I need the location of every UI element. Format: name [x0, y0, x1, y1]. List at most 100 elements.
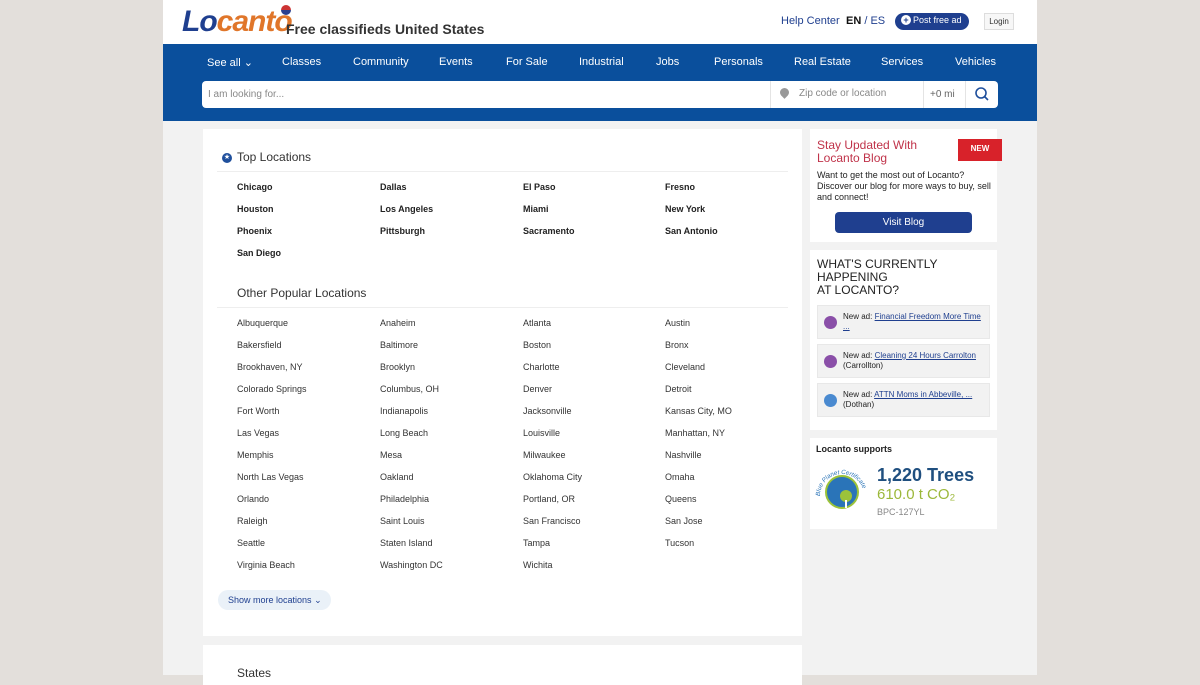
location-link[interactable]: Queens [665, 494, 697, 504]
location-link[interactable]: Bronx [665, 340, 689, 350]
location-link[interactable]: North Las Vegas [237, 472, 304, 482]
location-link[interactable]: Oklahoma City [523, 472, 583, 482]
location-link[interactable]: Charlotte [523, 362, 560, 372]
location-link[interactable]: Pittsburgh [380, 226, 425, 236]
activity-text: New ad: Financial Freedom More Time ... [843, 312, 981, 331]
search-button[interactable] [965, 81, 998, 108]
visit-blog-button[interactable]: Visit Blog [835, 212, 972, 233]
lang-es[interactable]: ES [870, 15, 886, 27]
activity-item: New ad: Cleaning 24 Hours Carrolton (Carr… [817, 344, 990, 378]
location-link[interactable]: Portland, OR [523, 494, 576, 504]
ad-link[interactable]: Financial Freedom More Time ... [843, 312, 981, 331]
nav-classes[interactable]: Classes [282, 56, 322, 68]
nav-jobs[interactable]: Jobs [656, 56, 680, 68]
location-link[interactable]: Memphis [237, 450, 274, 460]
nav-see-all[interactable]: See all ⌄ [207, 57, 253, 69]
location-link[interactable]: Miami [523, 204, 549, 214]
post-free-ad-button[interactable]: + Post free ad [895, 13, 969, 30]
location-link[interactable]: Colorado Springs [237, 384, 307, 394]
location-link[interactable]: Fort Worth [237, 406, 280, 416]
nav-real-estate[interactable]: Real Estate [794, 56, 851, 68]
blue-planet-certificate-logo: Blue Planet Certificate [815, 469, 868, 509]
location-link[interactable]: San Jose [665, 516, 703, 526]
location-link[interactable]: Louisville [523, 428, 561, 438]
location-link[interactable]: Manhattan, NY [665, 428, 726, 438]
location-link[interactable]: Virginia Beach [237, 560, 295, 570]
location-link[interactable]: Orlando [237, 494, 270, 504]
location-link[interactable]: Chicago [237, 182, 273, 192]
nav-for-sale[interactable]: For Sale [506, 56, 548, 68]
help-center-link[interactable]: Help Center [781, 15, 840, 27]
location-link[interactable]: Houston [237, 204, 274, 214]
location-link[interactable]: Baltimore [380, 340, 419, 350]
activity-text: New ad: ATTN Moms in Abbeville, ... (Doth… [843, 390, 973, 409]
location-link[interactable]: Long Beach [380, 428, 429, 438]
nav-events[interactable]: Events [439, 56, 473, 68]
radius-select[interactable]: +0 mi [923, 81, 965, 108]
location-link[interactable]: Seattle [237, 538, 266, 548]
activity-text: New ad: Cleaning 24 Hours Carrolton (Carr… [843, 351, 976, 370]
states-title: States [237, 666, 272, 680]
location-link[interactable]: Brooklyn [380, 362, 416, 372]
location-link[interactable]: San Antonio [665, 226, 718, 236]
location-link[interactable]: Philadelphia [380, 494, 430, 504]
nav-industrial[interactable]: Industrial [579, 56, 624, 68]
location-link[interactable]: Milwaukee [523, 450, 566, 460]
location-link[interactable]: Anaheim [380, 318, 416, 328]
search-input[interactable]: I am looking for... [208, 89, 285, 100]
location-link[interactable]: Phoenix [237, 226, 273, 236]
location-link[interactable]: San Diego [237, 248, 282, 258]
location-link[interactable]: Dallas [380, 182, 407, 192]
location-link[interactable]: Las Vegas [237, 428, 280, 438]
lang-en[interactable]: EN [846, 15, 862, 27]
location-link[interactable]: Sacramento [523, 226, 575, 236]
location-link[interactable]: Columbus, OH [380, 384, 440, 394]
location-link[interactable]: New York [665, 204, 706, 214]
star-icon: ★ [222, 153, 232, 163]
location-link[interactable]: Saint Louis [380, 516, 425, 526]
nav-vehicles[interactable]: Vehicles [955, 56, 996, 68]
divider [217, 171, 788, 172]
login-button[interactable]: Login [984, 13, 1014, 30]
location-link[interactable]: Los Angeles [380, 204, 434, 214]
ad-link[interactable]: ATTN Moms in Abbeville, ... [874, 390, 973, 399]
location-input[interactable]: Zip code or location [770, 81, 923, 108]
other-locations-title: Other Popular Locations [237, 286, 367, 300]
location-link[interactable]: Tampa [523, 538, 551, 548]
logo[interactable]: Locanto [182, 5, 293, 38]
location-link[interactable]: Denver [523, 384, 553, 394]
location-link[interactable]: Bakersfield [237, 340, 282, 350]
location-link[interactable]: Boston [523, 340, 552, 350]
location-link[interactable]: Jacksonville [523, 406, 572, 416]
location-link[interactable]: Indianapolis [380, 406, 429, 416]
location-link[interactable]: Atlanta [523, 318, 552, 328]
happening-title: WHAT'S CURRENTLY HAPPENING AT LOCANTO? [817, 257, 938, 297]
location-link[interactable]: Austin [665, 318, 691, 328]
location-link[interactable]: Brookhaven, NY [237, 362, 303, 372]
nav-services[interactable]: Services [881, 56, 924, 68]
location-link[interactable]: Mesa [380, 450, 403, 460]
nav-community[interactable]: Community [353, 56, 409, 68]
activity-item: New ad: Financial Freedom More Time ... [817, 305, 990, 339]
lang-sep: / [864, 15, 868, 27]
location-link[interactable]: Cleveland [665, 362, 706, 372]
location-link[interactable]: Fresno [665, 182, 696, 192]
location-link[interactable]: Wichita [523, 560, 553, 570]
location-link[interactable]: El Paso [523, 182, 556, 192]
location-link[interactable]: San Francisco [523, 516, 581, 526]
location-link[interactable]: Kansas City, MO [665, 406, 732, 416]
nav-personals[interactable]: Personals [714, 56, 763, 68]
show-more-locations-button[interactable]: Show more locations ⌄ [218, 590, 331, 610]
location-link[interactable]: Tucson [665, 538, 695, 548]
location-link[interactable]: Oakland [380, 472, 414, 482]
location-link[interactable]: Raleigh [237, 516, 268, 526]
location-link[interactable]: Omaha [665, 472, 695, 482]
location-link[interactable]: Nashville [665, 450, 702, 460]
trees-count: 1,220 Trees [877, 465, 975, 485]
location-link[interactable]: Staten Island [380, 538, 433, 548]
location-link[interactable]: Detroit [665, 384, 692, 394]
location-pin-icon [778, 86, 791, 99]
location-link[interactable]: Washington DC [380, 560, 443, 570]
ad-link[interactable]: Cleaning 24 Hours Carrolton [874, 351, 976, 360]
location-link[interactable]: Albuquerque [237, 318, 289, 328]
